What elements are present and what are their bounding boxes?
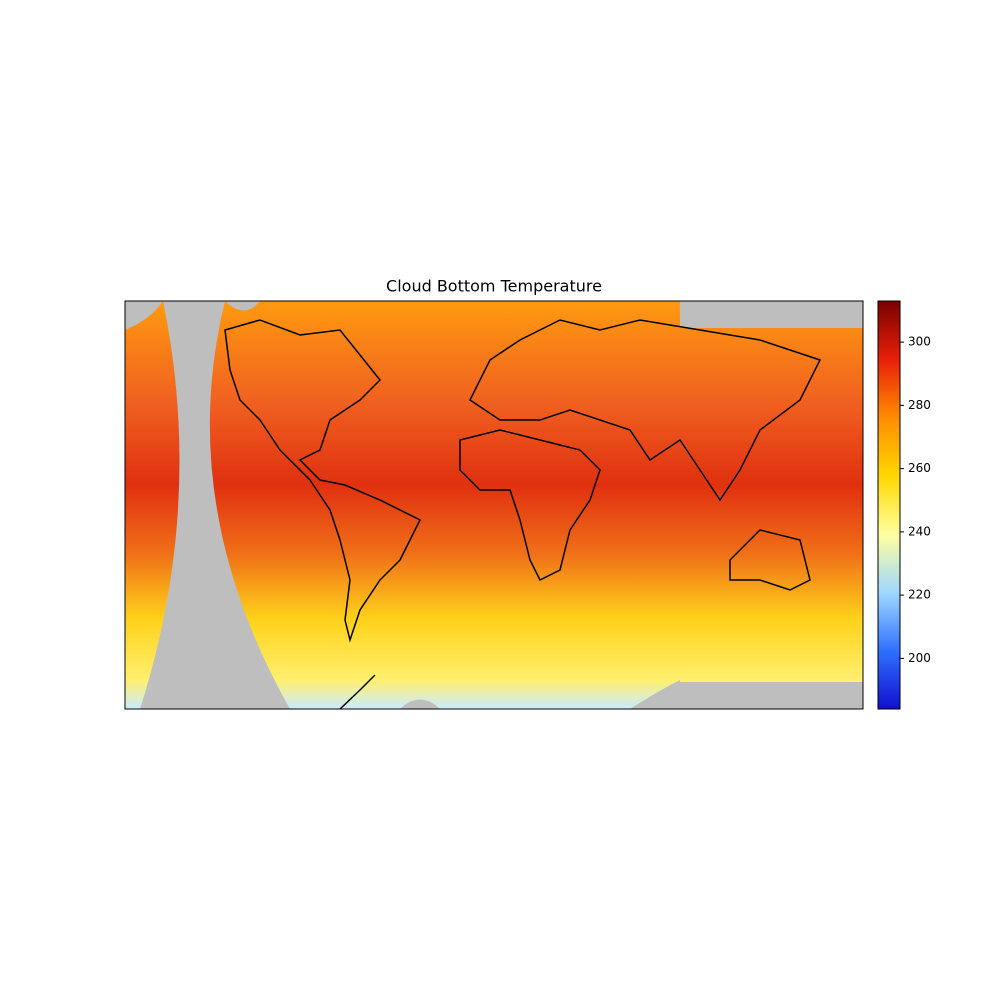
colorbar: 200 220 240 260 280 300 xyxy=(877,300,931,710)
no-data xyxy=(400,680,680,709)
colorbar-tick-label: 200 xyxy=(908,651,931,665)
no-data xyxy=(225,301,260,311)
colorbar-scale xyxy=(877,300,901,710)
chart-title: Cloud Bottom Temperature xyxy=(386,277,602,296)
colorbar-tick-label: 300 xyxy=(908,335,931,349)
colorbar-tick-label: 260 xyxy=(908,461,931,475)
coastlines xyxy=(224,319,822,709)
map-field xyxy=(125,301,863,709)
no-data xyxy=(125,301,163,330)
colorbar-tick-label: 280 xyxy=(908,398,931,412)
no-data xyxy=(140,301,290,709)
colorbar-tick-label: 240 xyxy=(908,524,931,538)
no-data xyxy=(680,301,863,328)
map-frame xyxy=(124,300,864,710)
colorbar-tick-label: 220 xyxy=(908,588,931,602)
no-data xyxy=(680,682,863,709)
